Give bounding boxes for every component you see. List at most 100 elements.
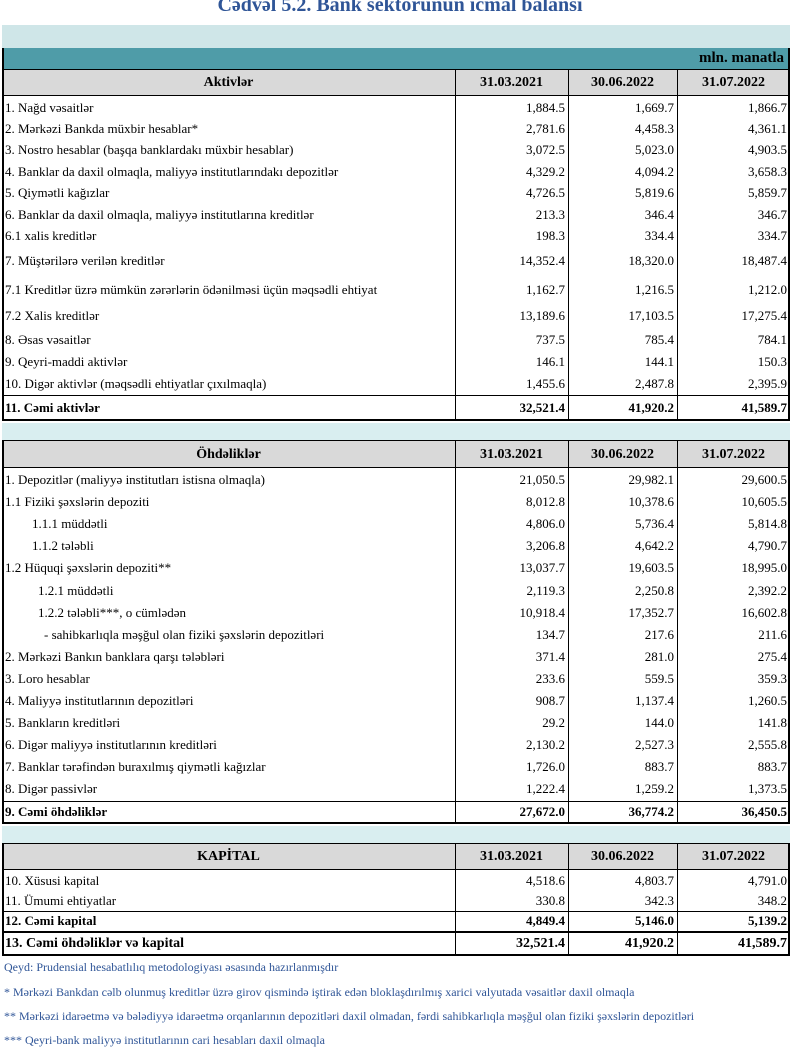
row-label: 1.2.1 müddətli [38,582,114,598]
total-rule [2,394,790,396]
cell-value: 359.3 [757,670,787,686]
row-label: 10. Digər aktivlər (məqsədli ehtiyatlar … [5,375,267,391]
cell-value: 36,450.5 [741,804,788,819]
row-label: 9. Cəmi öhdəliklər [5,804,108,819]
cell-value: 2,781.6 [526,121,565,137]
cell-value: 17,103.5 [628,308,675,324]
column-rule [677,69,678,421]
cell-value: 4,329.2 [526,163,565,179]
column-header: KAPİTAL [197,849,260,864]
column-rule [455,440,456,824]
row-label: 11. Ümumi ehtiyatlar [5,893,117,908]
row-label: 4. Banklar da daxil olmaqla, maliyyə ins… [5,163,339,179]
note: *** Qeyri-bank maliyyə institutlarının c… [4,1033,325,1047]
cell-value: 1,259.2 [635,781,674,797]
cell-value: 10,378.6 [628,494,675,510]
cell-value: 18,487.4 [741,253,788,269]
cell-value: 41,920.2 [628,399,675,415]
column-rule [568,843,569,956]
cell-value: 29,982.1 [628,472,675,488]
column-rule [568,440,569,824]
cell-value: 1,260.5 [748,693,787,709]
row-label: 7.2 Xalis kreditlər [5,308,100,324]
cell-value: 16,602.8 [741,604,788,620]
cell-value: 4,791.0 [748,873,787,888]
cell-value: 4,903.5 [748,142,787,158]
cell-value: 18,320.0 [628,253,675,269]
cell-value: 883.7 [644,759,674,775]
band [2,25,790,48]
cell-value: 3,072.5 [526,142,565,158]
cell-value: 2,487.8 [635,375,674,391]
column-rule [677,843,678,956]
column-rule [455,843,456,956]
cell-value: 19,603.5 [628,560,675,576]
cell-value: 346.4 [644,206,674,222]
cell-value: 1,216.5 [635,281,674,297]
cell-value: 17,352.7 [628,604,675,620]
row-label: 12. Cəmi kapital [5,913,97,928]
cell-value: 4,726.5 [526,185,565,201]
cell-value: 1,373.5 [748,781,787,797]
cell-value: 217.6 [644,626,674,642]
cell-value: 330.8 [535,893,565,908]
row-label: 7. Müştərilərə verilən kreditlər [5,253,165,269]
cell-value: 4,518.6 [526,873,565,888]
column-header: 31.03.2021 [480,849,543,864]
cell-value: 10,918.4 [519,604,566,620]
row-label: 5. Bankların kreditləri [5,715,121,731]
row-label: 3. Loro hesablar [5,670,90,686]
section-box [2,440,790,824]
cell-value: 4,803.7 [635,873,674,888]
total-rule [2,800,790,802]
cell-value: 10,605.5 [741,494,788,510]
column-header: 30.06.2022 [591,75,654,90]
cell-value: 275.4 [757,648,787,664]
row-label: 1.1.1 müddətli [32,516,108,532]
cell-value: 144.0 [644,715,674,731]
cell-value: 2,250.8 [635,582,674,598]
cell-value: 146.1 [535,353,565,369]
cell-value: 334.4 [644,228,674,244]
row-label: 1.2 Hüquqi şəxslərin depoziti** [5,560,172,576]
cell-value: 134.7 [535,626,565,642]
cell-value: 4,458.3 [635,121,674,137]
cell-value: 4,094.2 [635,163,674,179]
note: Qeyd: Prudensial hesabatlılıq metodologi… [4,960,339,974]
cell-value: 41,920.2 [625,935,674,951]
cell-value: 784.1 [757,331,787,347]
cell-value: 1,162.7 [526,281,565,297]
cell-value: 1,222.4 [526,781,565,797]
cell-value: 1,137.4 [635,693,674,709]
row-label: 1. Depozitlər (maliyyə institutları isti… [5,472,265,488]
cell-value: 36,774.2 [628,804,675,819]
cell-value: 737.5 [535,331,565,347]
cell-value: 27,672.0 [519,804,566,819]
cell-value: 14,352.4 [519,253,566,269]
row-label: 1.1.2 tələbli [32,538,94,554]
cell-value: 18,995.0 [741,560,788,576]
cell-value: 29,600.5 [741,472,788,488]
cell-value: 342.3 [644,893,674,908]
cell-value: 348.2 [757,893,787,908]
cell-value: 2,119.3 [526,582,565,598]
cell-value: 32,521.4 [519,399,566,415]
cell-value: 233.6 [535,670,565,686]
row-label: 13. Cəmi öhdəliklər və kapital [5,935,185,951]
cell-value: 4,806.0 [526,516,565,532]
column-header: 31.03.2021 [480,75,543,90]
row-label: 6. Banklar da daxil olmaqla, maliyyə ins… [5,206,314,222]
column-header: Aktivlər [203,75,254,90]
cell-value: 346.7 [757,206,787,222]
row-label: 1.1 Fiziki şəxslərin depoziti [5,494,150,510]
cell-value: 3,206.8 [526,538,565,554]
cell-value: 1,455.6 [526,375,565,391]
column-header: 31.03.2021 [480,446,543,462]
cell-value: 13,037.7 [519,560,566,576]
cell-value: 2,392.2 [748,582,787,598]
cell-value: 1,884.5 [526,99,565,115]
note: * Mərkəzi Bankdan cəlb olunmuş kreditlər… [4,985,635,999]
cell-value: 4,361.1 [748,121,787,137]
total-rule [2,911,790,912]
